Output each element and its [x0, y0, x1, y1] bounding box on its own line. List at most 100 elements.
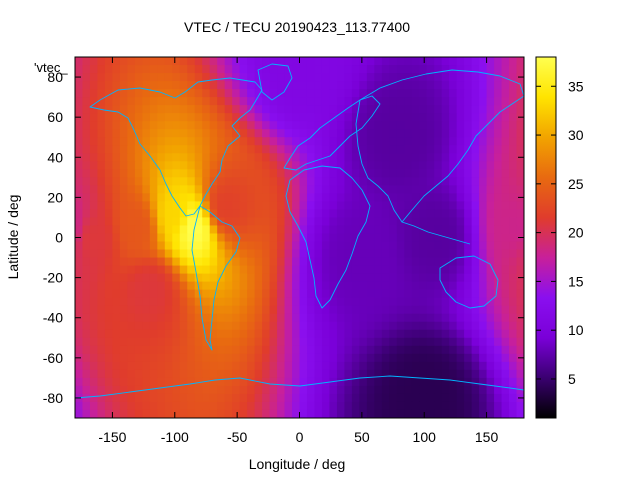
heatmap-cell: [359, 353, 368, 363]
heatmap-cell: [479, 361, 488, 371]
heatmap-cell: [97, 345, 106, 355]
heatmap-cell: [404, 201, 413, 211]
heatmap-cell: [306, 233, 316, 243]
heatmap-cell: [419, 73, 428, 82]
heatmap-cell: [104, 217, 114, 227]
heatmap-cell: [329, 65, 338, 74]
heatmap-cell: [217, 329, 226, 339]
heatmap-cell: [239, 161, 248, 170]
heatmap-cell: [374, 233, 383, 243]
heatmap-cell: [299, 105, 308, 114]
heatmap-cell: [179, 153, 188, 162]
heatmap-cell: [344, 249, 353, 259]
heatmap-cell: [494, 393, 503, 403]
heatmap-cell: [179, 161, 188, 170]
heatmap-cell: [351, 257, 360, 267]
heatmap-cell: [471, 169, 480, 178]
heatmap-cell: [217, 193, 226, 202]
heatmap-cell: [104, 233, 114, 243]
heatmap-cell: [157, 321, 166, 331]
heatmap-cell: [127, 217, 136, 227]
heatmap-cell: [471, 369, 480, 379]
heatmap-cell: [321, 121, 331, 130]
heatmap-cell: [456, 305, 465, 315]
heatmap-cell: [306, 81, 316, 90]
heatmap-cell: [75, 121, 84, 130]
heatmap-cell: [366, 305, 375, 315]
heatmap-cell: [142, 361, 151, 371]
heatmap-cell: [127, 361, 136, 371]
heatmap-cell: [494, 193, 503, 202]
heatmap-cell: [516, 145, 524, 154]
heatmap-cell: [127, 265, 136, 275]
heatmap-cell: [501, 81, 510, 90]
heatmap-cell: [344, 73, 353, 82]
heatmap-cell: [187, 345, 196, 355]
heatmap-cell: [419, 305, 428, 315]
heatmap-cell: [456, 377, 465, 387]
heatmap-cell: [479, 121, 488, 130]
heatmap-cell: [404, 281, 413, 291]
heatmap-cell: [426, 329, 435, 339]
heatmap-cell: [516, 121, 524, 130]
heatmap-cell: [336, 81, 345, 90]
heatmap-cell: [217, 169, 226, 178]
heatmap-cell: [396, 369, 405, 379]
heatmap-cell: [509, 337, 518, 347]
heatmap-cell: [456, 153, 465, 162]
heatmap-cell: [239, 89, 248, 98]
heatmap-cell: [501, 153, 510, 162]
heatmap-cell: [202, 409, 211, 418]
heatmap-cell: [374, 89, 383, 98]
heatmap-cell: [404, 265, 413, 275]
heatmap-cell: [127, 345, 136, 355]
heatmap-cell: [486, 89, 495, 98]
heatmap-cell: [344, 321, 353, 331]
heatmap-cell: [471, 385, 480, 395]
heatmap-cell: [306, 345, 316, 355]
heatmap-cell: [501, 169, 510, 178]
heatmap-cell: [232, 377, 241, 387]
heatmap-cell: [277, 97, 286, 106]
heatmap-cell: [104, 313, 114, 323]
heatmap-cell: [516, 281, 524, 291]
heatmap-cell: [277, 265, 286, 275]
heatmap-cell: [464, 193, 473, 202]
heatmap-cell: [419, 281, 428, 291]
heatmap-cell: [404, 97, 413, 106]
heatmap-cell: [202, 225, 211, 235]
heatmap-cell: [389, 153, 398, 162]
heatmap-cell: [471, 113, 480, 122]
heatmap-cell: [494, 185, 503, 194]
heatmap-cell: [501, 377, 510, 387]
heatmap-cell: [306, 297, 316, 307]
heatmap-cell: [209, 233, 218, 243]
heatmap-cell: [306, 65, 316, 74]
heatmap-cell: [329, 113, 338, 122]
coast-greenland: [257, 63, 293, 101]
heatmap-cell: [89, 297, 99, 307]
heatmap-cell: [366, 337, 375, 347]
heatmap-cell: [359, 177, 368, 186]
heatmap-cell: [509, 321, 518, 331]
heatmap-cell: [449, 385, 458, 395]
heatmap-cell: [277, 153, 286, 162]
heatmap-cell: [164, 297, 173, 307]
heatmap-cell: [509, 329, 518, 339]
heatmap-cell: [336, 313, 345, 323]
heatmap-cell: [441, 137, 450, 146]
heatmap-cell: [464, 321, 473, 331]
heatmap-cell: [344, 209, 353, 219]
heatmap-cell: [501, 321, 510, 331]
heatmap-cell: [239, 217, 248, 227]
heatmap-cell: [486, 177, 495, 186]
heatmap-cell: [172, 297, 181, 307]
heatmap-cell: [426, 137, 435, 146]
heatmap-cell: [434, 81, 443, 90]
heatmap-cell: [456, 129, 465, 138]
heatmap-cell: [164, 329, 173, 339]
heatmap-cell: [157, 257, 166, 267]
heatmap-cell: [127, 65, 136, 74]
heatmap-cell: [187, 145, 196, 154]
